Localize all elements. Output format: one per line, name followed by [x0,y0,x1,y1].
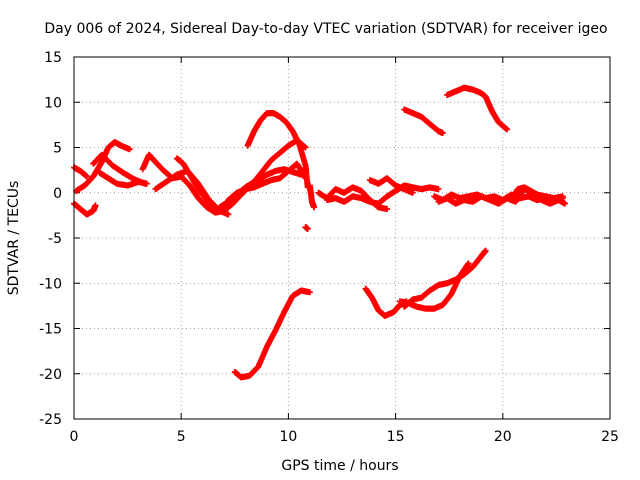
data-point [561,200,568,207]
y-tick-label: -10 [39,276,62,292]
axis-ticks: 0 5 10 15 20 25 -25 -20 -15 -10 -5 0 5 10 15 [39,50,619,445]
data-point [304,225,311,232]
data-point [559,193,566,200]
chart-title: Day 006 of 2024, Sidereal Day-to-day VTE… [44,21,607,37]
data-point [439,130,446,137]
data-point [126,146,133,153]
x-tick-label: 25 [601,429,619,445]
series-arc-24 [435,186,568,207]
series-arc-12 [231,287,313,381]
x-tick-label: 5 [177,429,186,445]
x-tick-label: 20 [494,429,512,445]
x-tick-label: 15 [387,429,405,445]
grid-lines [74,57,610,419]
data-point [465,260,472,267]
series-arc-21 [401,106,446,137]
data-point [482,247,489,254]
y-tick-label: -15 [39,322,62,338]
series-arc-16 [323,182,442,207]
data-point [384,206,391,213]
data-point [311,204,318,211]
series-arc-11 [244,110,311,191]
data-point [409,189,416,196]
series-arc-25 [508,184,566,203]
data-points [71,84,568,381]
series-arc-8 [173,155,305,214]
y-tick-label: 10 [44,95,62,111]
y-tick-label: -20 [39,367,62,383]
x-tick-label: 0 [70,429,79,445]
y-tick-label: 15 [44,50,62,66]
x-axis-label: GPS time / hours [281,458,398,474]
series-arc-22 [444,84,511,133]
y-tick-label: 0 [53,186,62,202]
x-tick-label: 10 [279,429,297,445]
series-arc-17 [366,175,416,196]
data-point [504,126,511,133]
series-arc-5 [96,169,150,189]
y-axis-label: SDTVAR / TECUs [6,181,22,296]
series-arc-13 [302,224,311,232]
data-point [435,186,442,193]
plot-frame [73,56,611,420]
series-arc-20 [401,247,489,310]
series-arc-10 [225,160,309,203]
data-point [83,173,90,180]
series-arc-14 [306,182,318,211]
y-tick-label: 5 [53,141,62,157]
data-point [143,180,150,187]
data-point [225,211,232,218]
y-tick-label: -5 [48,231,62,247]
data-point [302,144,309,151]
series-arc-3 [73,139,133,194]
y-tick-label: -25 [39,412,62,428]
data-point [92,202,99,209]
series-arc-2 [71,200,99,218]
data-point [306,289,313,296]
